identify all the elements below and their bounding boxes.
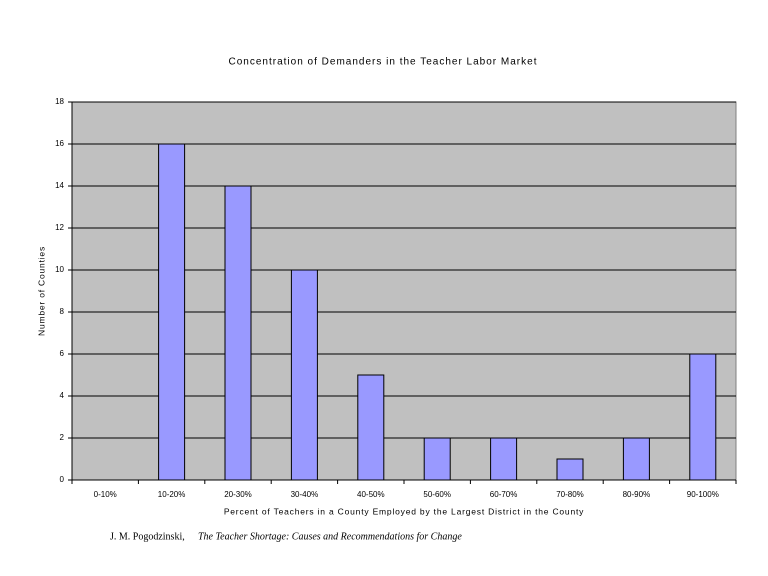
y-tick-label: 6 [60, 349, 65, 358]
x-tick-label: 70-80% [556, 490, 584, 499]
bar [622, 437, 650, 481]
x-tick-label: 90-100% [687, 490, 719, 499]
y-tick-label: 12 [55, 223, 64, 232]
y-tick-label: 8 [60, 307, 65, 316]
y-axis-label: Number of Counties [36, 246, 46, 336]
bar [423, 437, 451, 481]
x-tick-label: 60-70% [490, 490, 518, 499]
x-tick-label: 10-20% [158, 490, 186, 499]
bar [224, 185, 252, 481]
chart-title: Concentration of Demanders in the Teache… [229, 57, 538, 68]
footer-work: The Teacher Shortage: Causes and Recomme… [198, 531, 462, 542]
x-tick-label: 40-50% [357, 490, 385, 499]
y-tick-label: 4 [60, 391, 65, 400]
x-tick-label: 0-10% [94, 490, 117, 499]
x-axis-label: Percent of Teachers in a County Employed… [224, 506, 584, 516]
bar [357, 374, 385, 481]
bar [158, 143, 186, 481]
bar [290, 269, 318, 481]
y-tick-label: 0 [60, 475, 65, 484]
bar [490, 437, 518, 481]
x-tick-label: 30-40% [291, 490, 319, 499]
bar [689, 353, 717, 481]
y-tick-label: 10 [55, 265, 64, 274]
y-tick-label: 16 [55, 139, 64, 148]
y-tick-label: 14 [55, 181, 64, 190]
footer-author: J. M. Pogodzinski, [110, 531, 185, 542]
x-tick-label: 80-90% [623, 490, 651, 499]
y-tick-label: 18 [55, 97, 64, 106]
x-tick-label: 50-60% [423, 490, 451, 499]
y-tick-label: 2 [60, 433, 65, 442]
bar [556, 458, 584, 481]
x-tick-label: 20-30% [224, 490, 252, 499]
